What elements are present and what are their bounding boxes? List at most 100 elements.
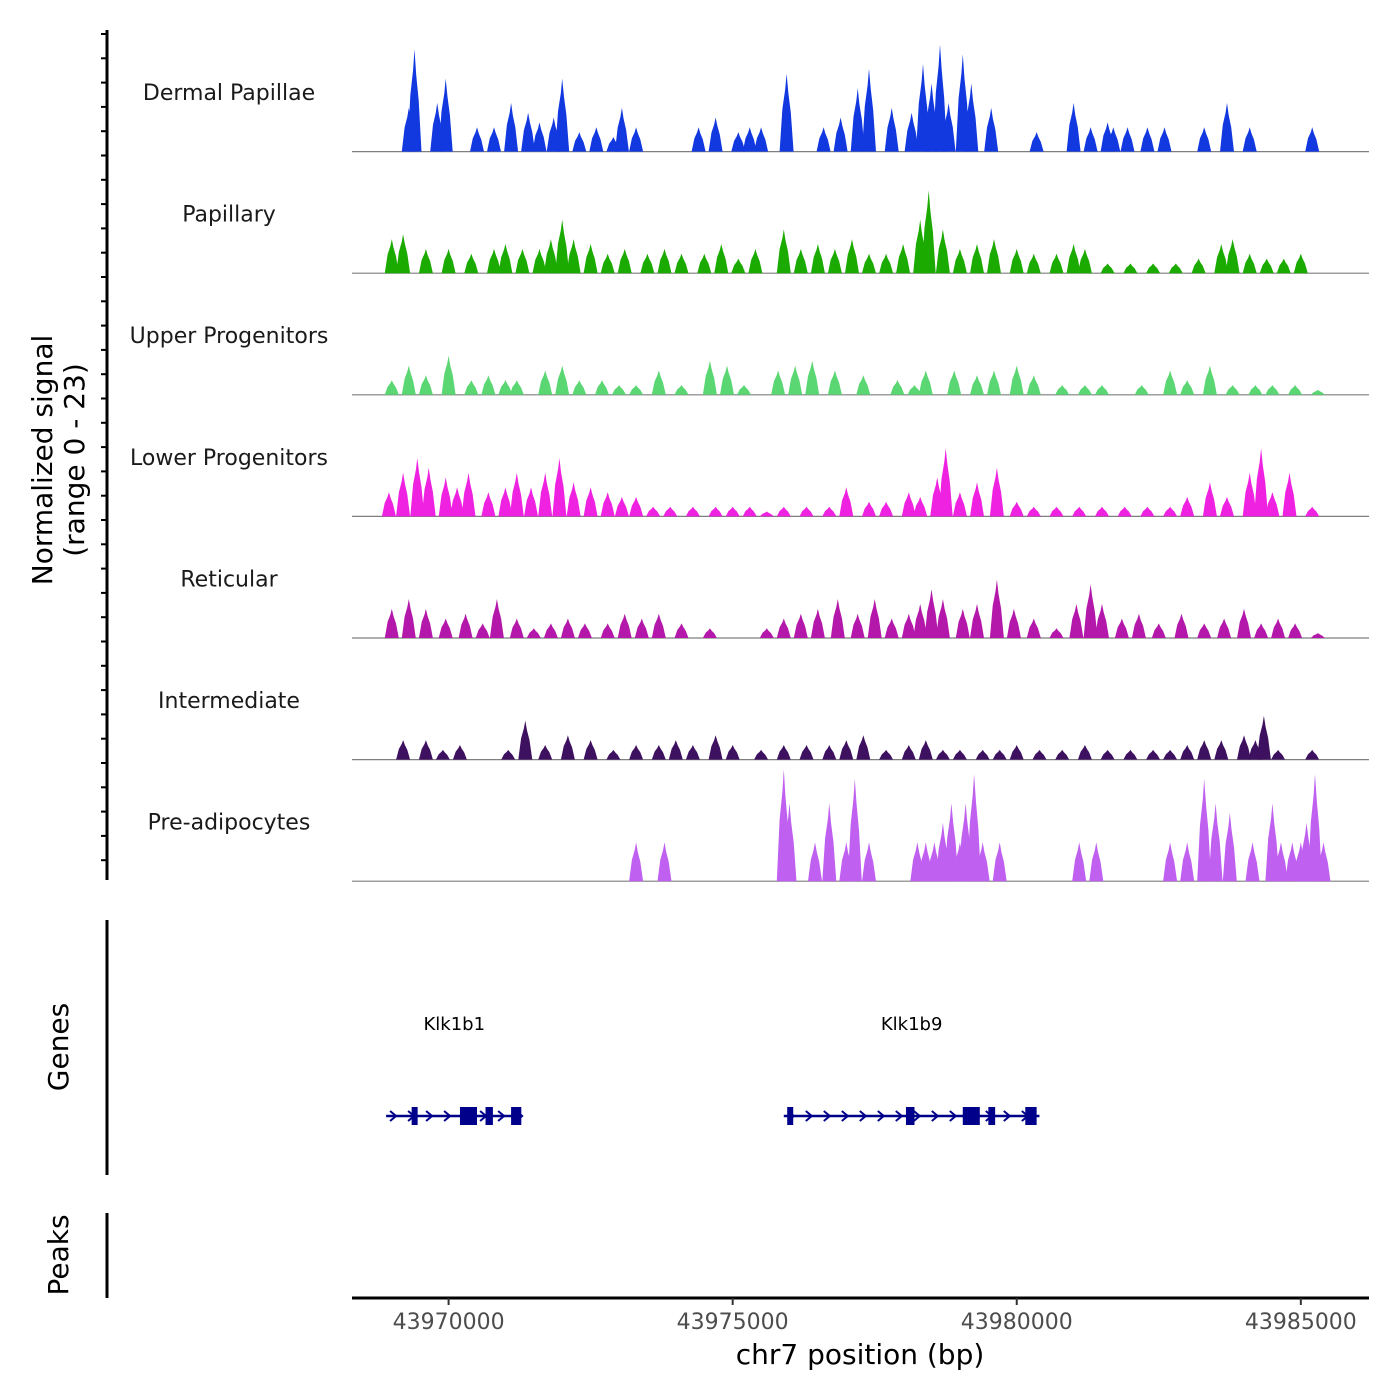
signal-peak [538, 370, 553, 395]
signal-peak [1197, 740, 1212, 760]
signal-peak [839, 487, 854, 517]
signal-peak [847, 778, 862, 882]
signal-peak [992, 842, 1007, 882]
signal-peak [839, 740, 854, 760]
signal-peak [410, 458, 425, 517]
signal-peak [913, 603, 928, 638]
signal-peak [1134, 385, 1149, 395]
signal-peak [856, 735, 871, 760]
signal-peak [401, 365, 416, 395]
signal-peak [651, 745, 666, 760]
signal-peak [617, 248, 632, 274]
signal-peak [552, 458, 567, 517]
signal-peak [691, 127, 706, 152]
signal-peak [987, 370, 1001, 395]
strand-arrow [877, 1110, 886, 1122]
signal-peak [1140, 127, 1155, 152]
signal-peak [1055, 749, 1070, 760]
signal-peak [697, 253, 712, 274]
gene-klk1b9: Klk1b9 [783, 1014, 1040, 1125]
signal-peak [583, 740, 598, 760]
signal-peak [1089, 842, 1104, 882]
signal-peak [810, 244, 825, 274]
signal-peak [901, 745, 916, 760]
signal-peak [879, 749, 894, 760]
signal-peak [1120, 127, 1135, 152]
signal-peak [708, 506, 723, 517]
signal-peak [1026, 506, 1041, 517]
signal-peak [1208, 803, 1223, 882]
signal-peak [614, 496, 629, 517]
signal-peak [938, 448, 953, 517]
signal-peak [776, 745, 791, 760]
signal-peak [418, 740, 433, 760]
signal-peak [617, 613, 632, 638]
signal-peak [538, 472, 553, 517]
signal-peak [725, 745, 740, 760]
signal-peak [384, 380, 399, 395]
x-tick-label: 43975000 [677, 1310, 789, 1335]
signal-peak [572, 380, 587, 395]
signal-peak [481, 492, 496, 517]
signal-peak [1146, 263, 1161, 274]
signal-peak [583, 244, 598, 274]
signal-peak [1180, 745, 1195, 760]
signal-peak [1163, 749, 1178, 760]
signal-peak [1049, 628, 1064, 638]
signal-peak [1225, 385, 1240, 395]
signal-peak [708, 735, 723, 760]
signal-peak [1316, 842, 1331, 882]
signal-peak [935, 749, 950, 760]
signal-peak [1220, 496, 1234, 517]
signal-peak [1214, 740, 1229, 760]
signal-peak [524, 487, 538, 517]
signal-peak [822, 745, 837, 760]
signal-peak [1265, 803, 1280, 882]
signal-peak [845, 239, 859, 274]
signal-peak [779, 73, 794, 152]
signal-peak [702, 628, 717, 638]
signal-peak [941, 102, 956, 152]
signal-peak [475, 623, 490, 638]
track-upper-progenitors [352, 355, 1369, 396]
signal-peak [805, 360, 820, 395]
strand-arrow [949, 1110, 958, 1122]
strand-arrow [823, 1110, 832, 1122]
signal-peak [884, 107, 899, 152]
signal-peak [1237, 608, 1251, 638]
signal-peak [498, 487, 513, 517]
signal-peak [879, 501, 894, 517]
signal-peak [992, 749, 1007, 760]
signal-peak [1305, 749, 1320, 760]
track-label-lower-progenitors: Lower Progenitors [130, 446, 328, 471]
strand-arrow [497, 1110, 506, 1122]
signal-peak [788, 365, 803, 395]
signal-peak [1265, 385, 1280, 395]
gene-models: Klk1b1 Klk1b9 [386, 1014, 1040, 1125]
signal-peak [651, 613, 666, 638]
signal-peak [518, 720, 533, 760]
track-lower-progenitors [352, 448, 1369, 518]
signal-peak [901, 613, 916, 638]
signal-peak [657, 842, 672, 882]
signal-peak [1288, 623, 1303, 638]
signal-peak [1225, 239, 1240, 274]
signal-peak [685, 506, 700, 517]
signal-peak [1009, 501, 1024, 517]
signal-peak [600, 623, 615, 638]
signal-peak [629, 127, 644, 152]
signal-peak [1254, 448, 1269, 517]
x-axis-title: chr7 position (bp) [736, 1338, 985, 1371]
signal-peak [850, 88, 865, 152]
signal-peak [810, 608, 825, 638]
signal-peak [629, 842, 644, 882]
gene-exon [511, 1107, 522, 1125]
signal-peak [1066, 244, 1081, 274]
signal-peak [1100, 749, 1115, 760]
signal-peak [782, 803, 797, 882]
signal-peak [754, 749, 769, 760]
signal-peak [515, 248, 530, 274]
signal-peak [668, 740, 683, 760]
strand-arrow [425, 1110, 434, 1122]
signal-peak [918, 740, 933, 760]
